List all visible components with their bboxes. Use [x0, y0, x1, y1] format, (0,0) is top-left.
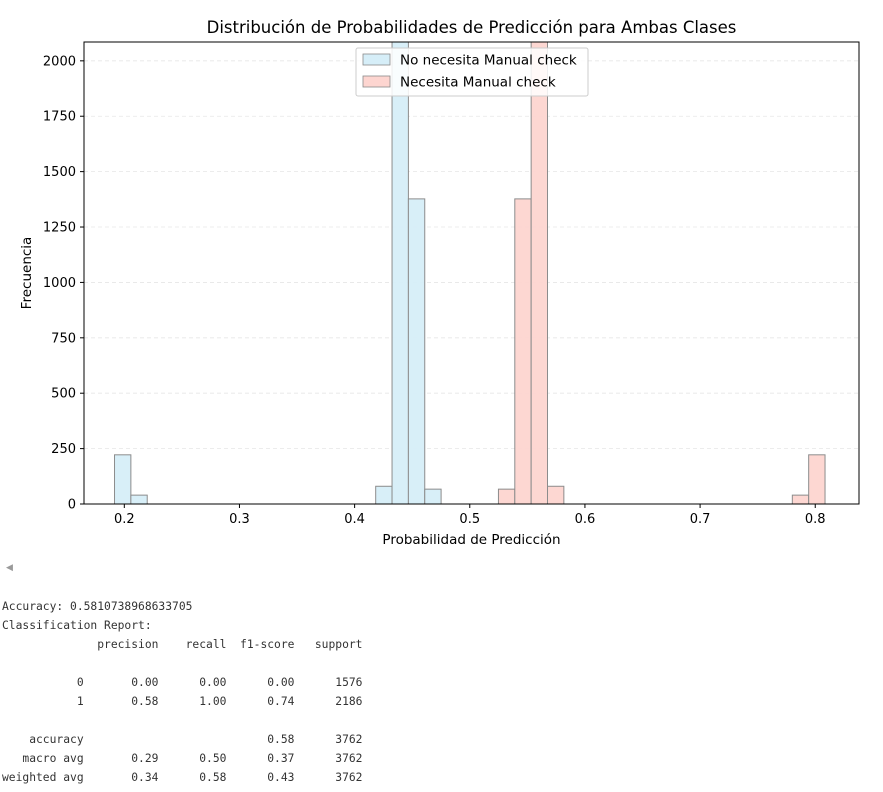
- output-line: Classification Report:: [2, 619, 152, 632]
- x-tick-label-1: 0.3: [229, 512, 250, 527]
- bar-series1-bin3: [547, 485, 565, 505]
- y-tick-label-1: 250: [51, 442, 76, 457]
- y-tick-label-6: 1500: [43, 165, 76, 180]
- output-line: precision recall f1-score support: [2, 638, 363, 651]
- y-axis-label: Frecuencia: [19, 237, 35, 310]
- y-tick-label-3: 750: [51, 331, 76, 346]
- bar-series1-bin4: [791, 494, 810, 505]
- output-line: ​: [2, 654, 362, 673]
- legend-label-no-necesita: No necesita Manual check: [400, 53, 577, 69]
- legend-swatch-necesita: [362, 75, 391, 88]
- histogram-bars: [114, 41, 826, 505]
- output-line: weighted avg 0.34 0.58 0.43 3762: [2, 771, 363, 784]
- y-tick-label-0: 0: [68, 498, 76, 513]
- plot-frame: [83, 41, 860, 505]
- histogram-chart: 0.2 0.3 0.4 0.5 0.6 0.7 0.8 0 250 500 750 1000 1250 1…: [19, 18, 860, 548]
- axis-ticks: 0.2 0.3 0.4 0.5 0.6 0.7 0.8 0 250 500 750 1000 1250 1…: [43, 54, 826, 527]
- output-line: ​: [2, 711, 362, 730]
- bar-series0-bin2: [375, 485, 393, 505]
- classification-report-output: Accuracy: 0.5810738968633705 Classificati…: [2, 597, 362, 787]
- x-tick-label-2: 0.4: [344, 512, 365, 527]
- legend-box: [355, 47, 589, 97]
- chart-legend: No necesita Manual check Necesita Manual…: [355, 47, 589, 97]
- y-tick-label-4: 1000: [43, 276, 76, 291]
- x-tick-label-3: 0.5: [459, 512, 480, 527]
- x-tick-label-0: 0.2: [114, 512, 135, 527]
- bar-series1-bin1: [514, 198, 532, 505]
- bar-series0-bin5: [424, 488, 442, 505]
- y-tick-label-5: 1250: [43, 221, 76, 236]
- output-line: Accuracy: 0.5810738968633705: [2, 600, 193, 613]
- bar-series0-bin4: [407, 198, 426, 505]
- chart-svg: 0.2 0.3 0.4 0.5 0.6 0.7 0.8 0 250 500 750 1000 1250 1…: [19, 18, 860, 548]
- bar-series1-bin5: [808, 454, 826, 505]
- bar-series1-bin0: [497, 488, 516, 505]
- y-tick-label-7: 1750: [43, 110, 76, 125]
- x-tick-label-6: 0.8: [805, 512, 826, 527]
- output-line: macro avg 0.29 0.50 0.37 3762: [2, 752, 363, 765]
- legend-swatch-no-necesita: [362, 53, 391, 66]
- output-line: 0 0.00 0.00 0.00 1576: [2, 676, 363, 689]
- output-line: 1 0.58 1.00 0.74 2186: [2, 695, 363, 708]
- grid-lines: [84, 60, 859, 450]
- bar-series0-bin3: [391, 41, 409, 505]
- bar-series0-bin1: [130, 494, 148, 505]
- bar-series1-bin2: [530, 41, 549, 505]
- chart-title: Distribución de Probabilidades de Predic…: [207, 18, 737, 37]
- legend-label-necesita: Necesita Manual check: [400, 75, 556, 91]
- y-tick-label-8: 2000: [43, 54, 76, 69]
- scroll-left-arrow-icon[interactable]: ◀: [6, 563, 13, 573]
- bar-series0-bin0: [114, 454, 132, 505]
- x-tick-label-4: 0.6: [575, 512, 596, 527]
- output-line: accuracy 0.58 3762: [2, 733, 363, 746]
- x-axis-label: Probabilidad de Predicción: [382, 532, 560, 548]
- x-tick-label-5: 0.7: [690, 512, 711, 527]
- y-tick-label-2: 500: [51, 387, 76, 402]
